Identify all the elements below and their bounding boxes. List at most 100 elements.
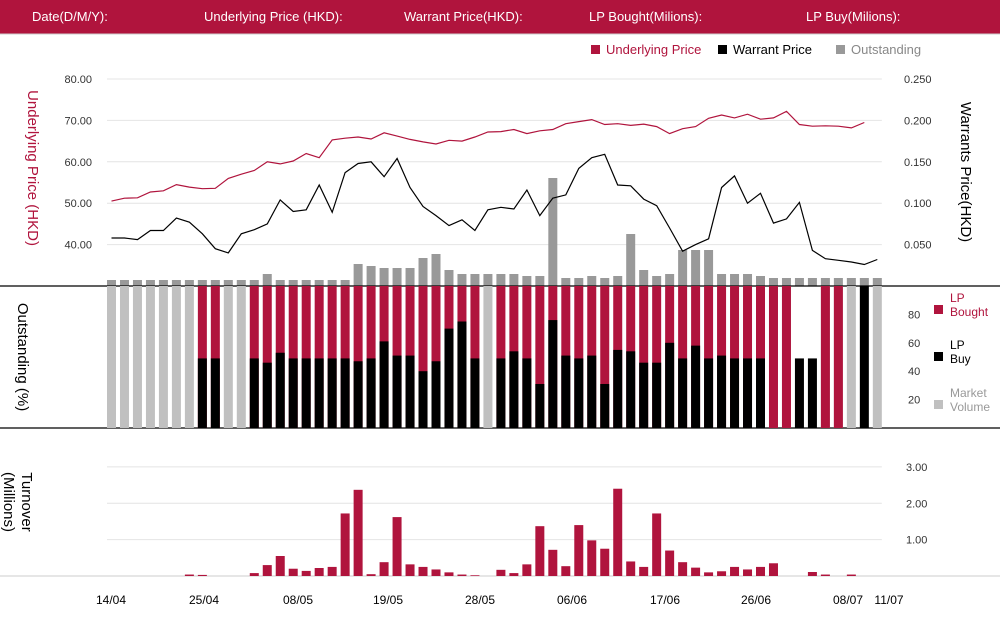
- outstanding-bar: [236, 280, 246, 286]
- outstanding-bar: [768, 278, 778, 286]
- outstanding-bar: [171, 280, 181, 286]
- turnover-bar: [768, 563, 778, 576]
- lp-buy-bar: [691, 345, 701, 428]
- outstanding-bar: [158, 280, 168, 286]
- lp-buy-bar: [574, 358, 584, 428]
- turnover-axis-title-unit: (Millions): [0, 472, 17, 532]
- outstanding-tick-label: 80: [908, 309, 920, 321]
- lp-buy-bar: [652, 362, 662, 428]
- lp-buy-bar: [807, 358, 817, 428]
- outstanding-tick-label: 60: [908, 338, 920, 350]
- outstanding-tick-label: 40: [908, 366, 920, 378]
- outstanding-bar: [444, 270, 454, 286]
- outstanding-legend-label: Volume: [950, 400, 990, 414]
- turnover-bar: [197, 574, 207, 576]
- turnover-tick-label: 3.00: [906, 462, 927, 474]
- legend-label: Underlying Price: [606, 42, 701, 57]
- date-label: Date(D/M/Y):: [32, 9, 108, 24]
- date-tick-label: 08/07: [833, 593, 863, 607]
- lp-buy-bar: [626, 351, 636, 428]
- lp-buy-bar: [522, 358, 532, 428]
- turnover-axis-title: Turnover: [18, 472, 35, 531]
- lp-bought-bar: [496, 286, 506, 428]
- lp-bought-bar: [301, 286, 311, 428]
- lp-buy-bar: [444, 328, 454, 428]
- turnover-bar: [652, 513, 662, 576]
- outstanding-bar: [548, 178, 558, 286]
- outstanding-bar: [587, 276, 597, 286]
- lp-bought-bar: [262, 286, 272, 428]
- lp-bought-bar: [768, 286, 778, 428]
- turnover-bar: [626, 561, 636, 576]
- outstanding-bar: [132, 280, 142, 286]
- outstanding-bar: [807, 278, 817, 286]
- outstanding-bar: [184, 280, 194, 286]
- turnover-bar: [613, 488, 623, 576]
- lp-bought-bar: [418, 286, 428, 428]
- outstanding-axis-title: Outstanding (%): [14, 303, 31, 411]
- market-volume-bar: [119, 286, 129, 428]
- market-volume-bar: [158, 286, 168, 428]
- turnover-bar: [600, 548, 610, 576]
- lp-bought-bar: [743, 286, 753, 428]
- left-axis-tick-label: 50.00: [64, 198, 92, 210]
- left-axis-tick-label: 40.00: [64, 240, 92, 252]
- date-tick-label: 11/07: [874, 593, 903, 607]
- outstanding-bar: [107, 280, 116, 286]
- outstanding-bar: [340, 280, 350, 286]
- right-axis-title: Warrants Price(HKD): [957, 102, 974, 242]
- lp-buy-bar: [678, 358, 688, 428]
- outstanding-bar: [859, 278, 869, 286]
- lp-bought-bar: [327, 286, 337, 428]
- outstanding-bar: [717, 274, 727, 286]
- lp-buy-bar: [535, 383, 545, 428]
- turnover-bar: [366, 574, 376, 576]
- turnover-bar: [639, 566, 649, 576]
- outstanding-bar: [210, 280, 220, 286]
- turnover-bar: [353, 489, 363, 576]
- warrant-price-line: [111, 153, 878, 266]
- turnover-bar: [431, 569, 441, 576]
- turnover-bar: [392, 517, 402, 576]
- lp-buy-bar: [548, 320, 558, 428]
- turnover-bar: [262, 565, 272, 576]
- outstanding-bar: [665, 274, 675, 286]
- lp-buy-label: LP Buy(Milions):: [806, 9, 901, 24]
- lp-buy-bar: [665, 342, 675, 428]
- turnover-bar: [587, 540, 597, 576]
- lp-bought-bar: [781, 286, 791, 428]
- outstanding-bar: [522, 276, 532, 286]
- outstanding-bar: [626, 234, 636, 286]
- outstanding-bar: [457, 274, 467, 286]
- lp-buy-bar: [743, 358, 753, 428]
- outstanding-bar: [833, 278, 843, 286]
- lp-bought-label: LP Bought(Milions):: [589, 9, 703, 24]
- lp-bought-bar: [639, 286, 649, 428]
- lp-buy-bar: [613, 349, 623, 428]
- outstanding-bar: [704, 250, 714, 286]
- lp-buy-bar: [275, 352, 285, 428]
- outstanding-bar: [314, 280, 324, 286]
- market-volume-bar: [171, 286, 181, 428]
- outstanding-bar: [794, 278, 804, 286]
- outstanding-legend-label: Market: [950, 386, 987, 400]
- lp-buy-bar: [418, 371, 428, 428]
- turnover-bar: [522, 564, 532, 576]
- outstanding-bar: [431, 254, 441, 286]
- lp-buy-bar: [262, 362, 272, 428]
- outstanding-bar: [379, 268, 389, 286]
- turnover-bar: [730, 566, 740, 576]
- turnover-bar: [470, 575, 480, 576]
- lp-buy-bar: [756, 358, 765, 428]
- lp-bought-bar: [314, 286, 324, 428]
- lp-bought-bar: [833, 286, 843, 428]
- lp-buy-bar: [288, 358, 298, 428]
- turnover-tick-label: 1.00: [906, 535, 927, 547]
- outstanding-bar: [145, 280, 155, 286]
- lp-buy-bar: [197, 358, 207, 428]
- turnover-bar: [249, 573, 259, 576]
- outstanding-bar: [353, 264, 363, 286]
- turnover-bar: [561, 566, 571, 576]
- warrant-price-label: Warrant Price(HKD):: [404, 9, 523, 24]
- outstanding-bar: [613, 276, 623, 286]
